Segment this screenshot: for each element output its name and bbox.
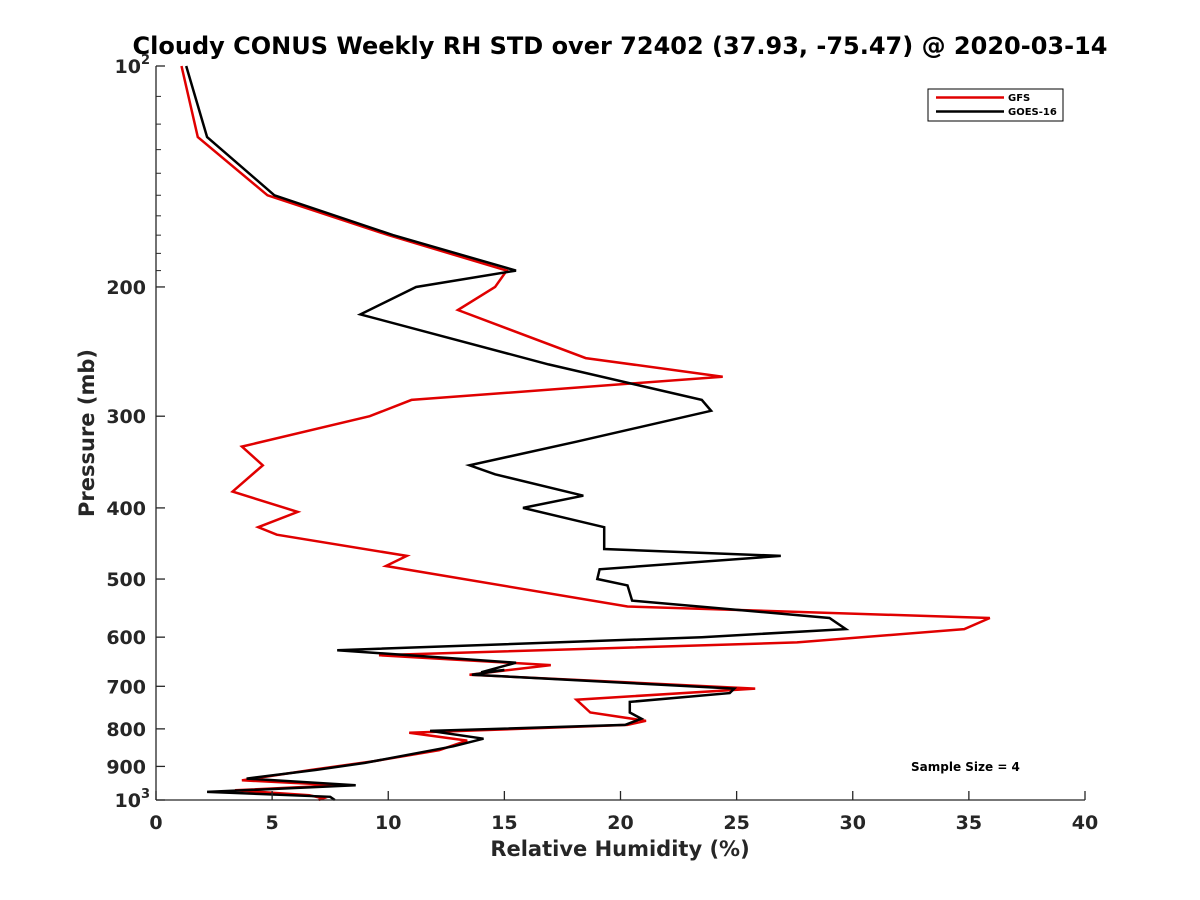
x-tick-label: 25: [723, 812, 749, 834]
x-tick-label: 20: [607, 812, 633, 834]
x-tick-label: 5: [266, 812, 279, 834]
y-axis-ticks: 102 200 300 400 500 600 700 800 900 103: [106, 53, 165, 812]
legend-label-goes-16: GOES-16: [1008, 107, 1057, 118]
y-tick-label: 103: [115, 787, 151, 812]
series-layer: [180, 65, 991, 802]
x-axis-label: Relative Humidity (%): [490, 837, 749, 861]
y-tick-label: 102: [115, 53, 151, 78]
chart-title: Cloudy CONUS Weekly RH STD over 72402 (3…: [133, 32, 1108, 60]
x-tick-label: 40: [1072, 812, 1098, 834]
y-tick-label: 300: [106, 406, 146, 428]
plot-area: 0 5 10 15 20 25 30 35 40 102 200 300 400 500 600 700 80…: [106, 53, 1098, 834]
y-tick-label: 900: [106, 756, 146, 778]
y-axis-label: Pressure (mb): [75, 349, 99, 517]
y-tick-label: 800: [106, 719, 146, 741]
x-tick-label: 0: [149, 812, 162, 834]
x-tick-label: 15: [491, 812, 517, 834]
y-tick-label: 700: [106, 676, 146, 698]
y-tick-label: 600: [106, 627, 146, 649]
y-tick-label: 200: [106, 277, 146, 299]
y-tick-label: 400: [106, 498, 146, 520]
legend-box: [927, 88, 1064, 122]
y-tick-label: 500: [106, 569, 146, 591]
sample-size-annotation: Sample Size = 4: [911, 760, 1020, 774]
x-tick-label: 10: [375, 812, 401, 834]
series-line-goes-16: [185, 65, 850, 802]
x-tick-label: 30: [840, 812, 866, 834]
legend: GFS GOES-16: [927, 88, 1064, 122]
legend-label-gfs: GFS: [1008, 93, 1030, 104]
x-axis-ticks: 0 5 10 15 20 25 30 35 40: [149, 791, 1098, 834]
x-tick-label: 35: [956, 812, 982, 834]
